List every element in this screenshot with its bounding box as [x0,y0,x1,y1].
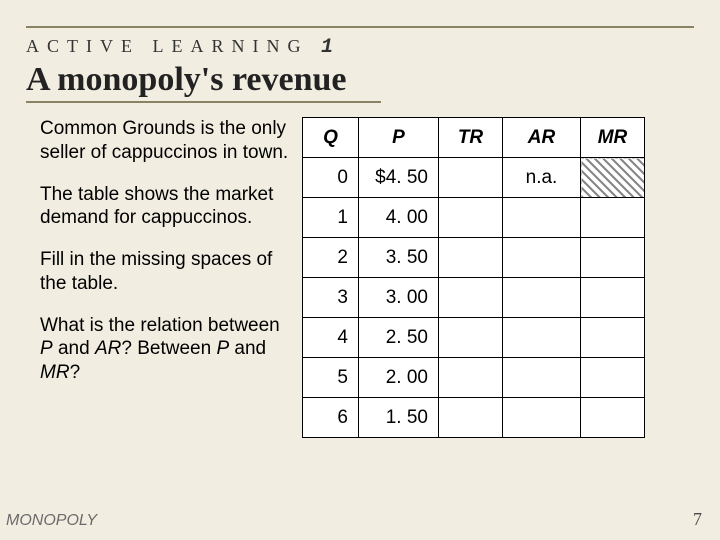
cell-ar: n.a. [503,158,581,198]
cell-p: 2. 00 [359,358,439,398]
cell-tr [439,358,503,398]
cell-p: 3. 00 [359,278,439,318]
cell-tr [439,198,503,238]
table-row: 1 4. 00 [303,198,645,238]
th-q: Q [303,118,359,158]
cell-q: 1 [303,198,359,238]
table-row: 4 2. 50 [303,318,645,358]
table-row: 2 3. 50 [303,238,645,278]
table-row: 6 1. 50 [303,398,645,438]
cell-p: $4. 50 [359,158,439,198]
table-row: 5 2. 00 [303,358,645,398]
cell-ar [503,318,581,358]
cell-mr-hatched [581,158,645,198]
cell-tr [439,278,503,318]
page-number: 7 [693,509,702,530]
cell-p: 2. 50 [359,318,439,358]
table-header-row: Q P TR AR MR [303,118,645,158]
cell-tr [439,158,503,198]
th-tr: TR [439,118,503,158]
revenue-table: Q P TR AR MR 0 $4. 50 n.a. 1 4. 00 2 3. … [302,117,645,438]
cell-ar [503,198,581,238]
paragraph-2: The table shows the market demand for ca… [40,183,290,231]
cell-q: 4 [303,318,359,358]
cell-mr [581,398,645,438]
th-p: P [359,118,439,158]
cell-q: 2 [303,238,359,278]
paragraph-1: Common Grounds is the only seller of cap… [40,117,290,165]
cell-mr [581,358,645,398]
cell-p: 4. 00 [359,198,439,238]
cell-q: 5 [303,358,359,398]
cell-mr [581,278,645,318]
cell-ar [503,358,581,398]
cell-q: 3 [303,278,359,318]
table-row: 3 3. 00 [303,278,645,318]
kicker-text: ACTIVE LEARNING [26,36,308,56]
cell-ar [503,238,581,278]
top-rule [26,26,694,28]
cell-q: 0 [303,158,359,198]
th-ar: AR [503,118,581,158]
cell-tr [439,398,503,438]
body-text: Common Grounds is the only seller of cap… [40,117,290,438]
cell-tr [439,238,503,278]
footer-label: MONOPOLY [6,512,97,530]
paragraph-4: What is the relation between P and AR? B… [40,314,290,385]
cell-mr [581,238,645,278]
th-mr: MR [581,118,645,158]
table-row: 0 $4. 50 n.a. [303,158,645,198]
cell-ar [503,398,581,438]
paragraph-3: Fill in the missing spaces of the table. [40,248,290,296]
cell-p: 3. 50 [359,238,439,278]
kicker: ACTIVE LEARNING 1 [26,36,694,59]
cell-ar [503,278,581,318]
kicker-number: 1 [321,36,333,59]
page-title: A monopoly's revenue [26,61,694,99]
cell-mr [581,318,645,358]
cell-p: 1. 50 [359,398,439,438]
cell-tr [439,318,503,358]
cell-mr [581,198,645,238]
cell-q: 6 [303,398,359,438]
